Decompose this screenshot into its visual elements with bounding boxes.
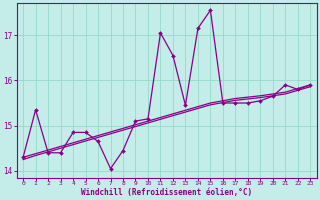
X-axis label: Windchill (Refroidissement éolien,°C): Windchill (Refroidissement éolien,°C): [81, 188, 252, 197]
